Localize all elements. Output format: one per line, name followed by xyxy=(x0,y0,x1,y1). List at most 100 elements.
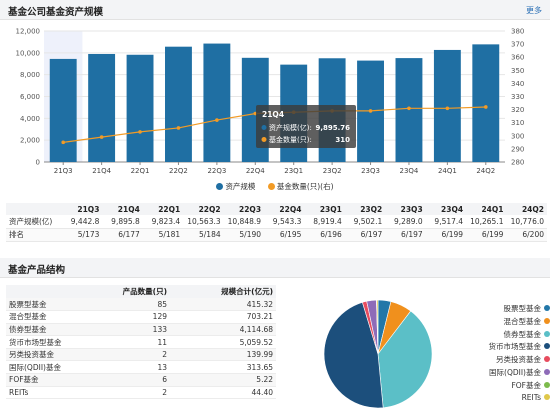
bar-asset-size[interactable] xyxy=(88,53,116,162)
pie-legend-item[interactable]: 债券型基金 xyxy=(478,329,550,342)
fund-count-point[interactable] xyxy=(215,118,219,122)
table-cell: 9,502.1 xyxy=(344,215,386,229)
tooltip-label-fund-count: 基金数量(只): xyxy=(269,135,312,144)
table-cell: 6/196 xyxy=(304,228,345,242)
pie-slice[interactable] xyxy=(323,301,384,409)
y-right-tick-label: 330 xyxy=(511,93,524,101)
legend-dot-fund-count-icon xyxy=(267,183,275,190)
bar-asset-size[interactable] xyxy=(433,49,461,162)
y-right-tick-label: 380 xyxy=(511,28,524,36)
bar-asset-size[interactable] xyxy=(472,44,500,162)
x-tick-label: 23Q1 xyxy=(284,167,303,175)
fund-count-point[interactable] xyxy=(61,140,66,145)
table-header-cell: 24Q2 xyxy=(506,203,547,215)
table-header-cell: 21Q3 xyxy=(62,203,103,215)
bar-asset-size[interactable] xyxy=(203,43,231,162)
pie-legend-item[interactable]: FOF基金 xyxy=(478,380,550,393)
y-left-tick-label: 12,000 xyxy=(16,28,41,36)
product-count: 2 xyxy=(102,386,170,400)
product-count: 133 xyxy=(102,323,170,337)
product-pie-chart xyxy=(323,299,433,409)
bar-asset-size[interactable] xyxy=(49,58,77,162)
asset-size-header: 基金公司基金资产规模 更多 xyxy=(0,0,550,20)
tooltip-label-asset: 资产规模(亿): xyxy=(269,123,312,132)
table-cell: 5/181 xyxy=(142,228,184,242)
fund-count-point[interactable] xyxy=(138,130,142,134)
product-row: 货币市场型基金 11 5,059.52 xyxy=(6,335,276,349)
tooltip-dot-fund-count-icon xyxy=(261,137,267,142)
table-cell: 5/184 xyxy=(183,228,224,242)
y-right-tick-label: 300 xyxy=(511,132,524,140)
more-link[interactable]: 更多 xyxy=(526,6,542,15)
x-tick-label: 24Q1 xyxy=(438,167,457,175)
table-header-cell: 22Q1 xyxy=(142,203,184,215)
table-cell: 10,848.9 xyxy=(223,215,265,229)
legend-label-fund-count: 基金数量(只)(右) xyxy=(276,182,334,191)
y-right-tick-label: 350 xyxy=(511,67,524,75)
x-tick-label: 22Q4 xyxy=(246,167,265,175)
product-name: 债券型基金 xyxy=(6,323,102,337)
table-header-cell: 22Q2 xyxy=(183,203,224,215)
table-header-cell xyxy=(6,285,102,298)
pie-legend-dot-icon xyxy=(544,343,550,350)
pie-legend-item[interactable]: 另类投资基金 xyxy=(478,354,550,367)
bar-asset-size[interactable] xyxy=(126,54,154,162)
y-left-tick-label: 10,000 xyxy=(16,49,41,57)
pie-legend-label: 另类投资基金 xyxy=(496,355,541,365)
table-cell: 6/197 xyxy=(385,228,426,242)
product-scale: 4,114.68 xyxy=(170,323,276,337)
product-scale: 415.32 xyxy=(170,298,276,312)
legend-item-asset[interactable]: 资产规模 xyxy=(216,181,255,192)
asset-table-header-row: 21Q3 21Q4 22Q1 22Q2 22Q3 22Q4 23Q1 23Q2 … xyxy=(6,203,547,215)
y-right-tick-label: 360 xyxy=(511,54,524,62)
tooltip-value-asset: 9,895.76 xyxy=(315,124,350,132)
table-header-cell: 23Q1 xyxy=(304,203,345,215)
table-row-rank: 排名 5/173 6/177 5/181 5/184 5/190 6/195 6… xyxy=(6,228,547,242)
fund-count-point[interactable] xyxy=(445,106,450,111)
pie-legend-dot-icon xyxy=(544,356,550,363)
product-row: 国际(QDII)基金 13 313.65 xyxy=(6,360,276,375)
pie-legend-item[interactable]: REITs xyxy=(478,393,550,406)
pie-legend-label: 股票型基金 xyxy=(503,304,542,313)
asset-size-title: 基金公司基金资产规模 xyxy=(8,7,104,18)
legend-item-fund-count[interactable]: 基金数量(只)(右) xyxy=(267,181,334,192)
table-cell: 6/177 xyxy=(102,228,143,242)
product-structure-panel: 基金产品结构 产品数量(只) 规模合计(亿元) 股票型基金 85 415.32 … xyxy=(0,258,550,417)
product-row: 债券型基金 133 4,114.68 xyxy=(6,323,276,337)
y-left-tick-label: 8,000 xyxy=(20,71,40,79)
product-name: FOF基金 xyxy=(6,373,102,387)
table-cell: 5/190 xyxy=(223,228,265,242)
pie-legend-label: 国际(QDII)基金 xyxy=(489,367,541,377)
pie-legend-item[interactable]: 国际(QDII)基金 xyxy=(478,367,550,380)
fund-count-point[interactable] xyxy=(368,109,373,113)
y-right-tick-label: 280 xyxy=(511,159,524,167)
x-tick-label: 21Q3 xyxy=(54,167,73,175)
legend-dot-asset-icon xyxy=(216,183,224,190)
pie-legend-item[interactable]: 混合型基金 xyxy=(478,316,550,329)
table-cell: 9,289.0 xyxy=(385,215,426,229)
fund-count-point[interactable] xyxy=(99,135,104,139)
pie-legend-item[interactable]: 股票型基金 xyxy=(478,303,550,316)
pie-slice[interactable] xyxy=(377,310,433,409)
product-scale: 139.99 xyxy=(170,348,276,362)
fund-count-point[interactable] xyxy=(407,106,411,111)
x-tick-label: 22Q2 xyxy=(169,167,188,175)
fund-count-point[interactable] xyxy=(483,105,488,109)
table-cell: 9,543.3 xyxy=(264,215,305,229)
fund-count-point[interactable] xyxy=(176,126,181,130)
x-tick-label: 21Q4 xyxy=(92,167,111,175)
product-count: 6 xyxy=(102,373,170,387)
bar-asset-size[interactable] xyxy=(165,46,192,162)
tooltip-value-fund-count: 310 xyxy=(335,136,350,144)
x-tick-label: 23Q4 xyxy=(400,167,419,175)
pie-legend-label: FOF基金 xyxy=(511,380,541,390)
product-name: 混合型基金 xyxy=(6,310,102,324)
pie-slice[interactable] xyxy=(376,299,379,355)
pie-legend-item[interactable]: 货币市场型基金 xyxy=(478,341,550,354)
y-right-tick-label: 310 xyxy=(511,119,524,127)
y-left-tick-label: 4,000 xyxy=(20,115,40,123)
table-cell: 10,776.0 xyxy=(506,215,547,229)
product-scale: 703.21 xyxy=(170,310,276,324)
table-cell: 资产规模(亿) xyxy=(6,215,62,229)
y-right-tick-label: 320 xyxy=(511,106,524,114)
